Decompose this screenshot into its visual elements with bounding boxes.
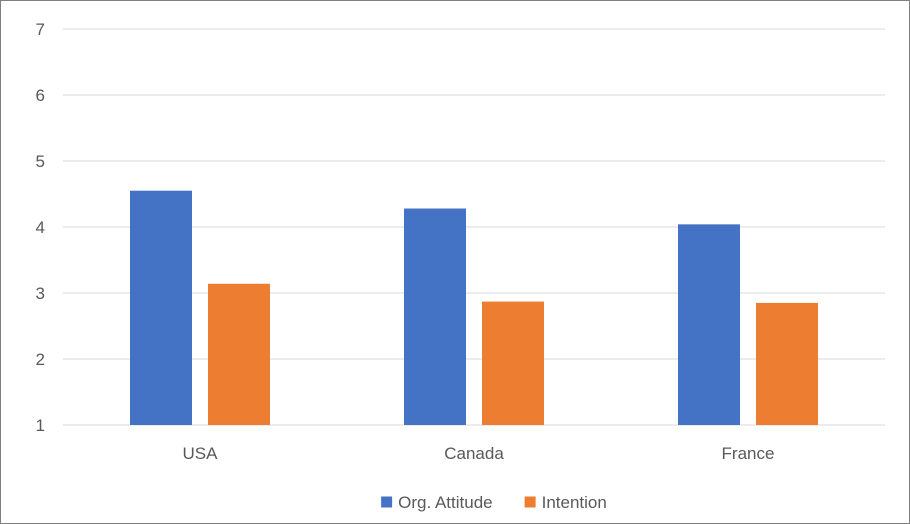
y-tick-label: 5: [36, 152, 45, 171]
bar-usa-org-attitude: [130, 190, 192, 425]
gridlines: [63, 28, 885, 426]
y-tick-label: 2: [36, 350, 45, 369]
y-tick-label: 7: [36, 20, 45, 39]
y-axis-tick-labels: 1 2 3 4 5 6 7: [36, 20, 45, 435]
legend-swatch-org-attitude: [381, 496, 393, 508]
legend: Org. Attitude Intention: [381, 493, 607, 512]
bar-usa-intention: [208, 283, 270, 425]
bars: [130, 190, 818, 425]
bar-france-org-attitude: [678, 224, 740, 425]
x-axis-tick-labels: USA Canada France: [183, 444, 775, 463]
x-tick-label: USA: [183, 444, 219, 463]
x-tick-label: Canada: [444, 444, 504, 463]
x-tick-label: France: [722, 444, 775, 463]
y-tick-label: 4: [36, 218, 45, 237]
legend-label: Org. Attitude: [398, 493, 493, 512]
legend-label: Intention: [542, 493, 607, 512]
bar-france-intention: [756, 302, 818, 425]
y-tick-label: 1: [36, 416, 45, 435]
y-tick-label: 6: [36, 86, 45, 105]
legend-swatch-intention: [524, 496, 536, 508]
y-tick-label: 3: [36, 284, 45, 303]
bar-canada-org-attitude: [404, 208, 466, 425]
bar-canada-intention: [482, 301, 544, 425]
